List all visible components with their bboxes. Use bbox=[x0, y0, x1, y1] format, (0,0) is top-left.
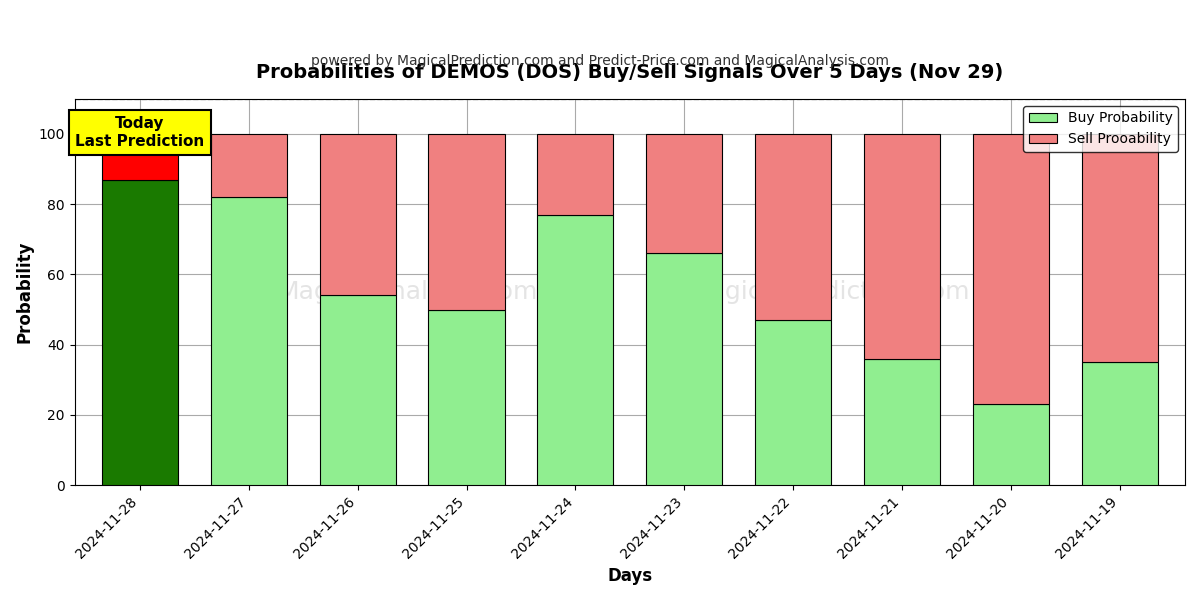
Text: Today
Last Prediction: Today Last Prediction bbox=[76, 116, 204, 149]
Text: MagicalPrediction.com: MagicalPrediction.com bbox=[689, 280, 971, 304]
Bar bbox=[1081, 362, 1158, 485]
Bar bbox=[755, 134, 832, 320]
Title: Probabilities of DEMOS (DOS) Buy/Sell Signals Over 5 Days (Nov 29): Probabilities of DEMOS (DOS) Buy/Sell Si… bbox=[257, 63, 1003, 82]
X-axis label: Days: Days bbox=[607, 567, 653, 585]
Bar bbox=[1081, 134, 1158, 362]
Bar bbox=[864, 134, 940, 359]
Text: powered by MagicalPrediction.com and Predict-Price.com and MagicalAnalysis.com: powered by MagicalPrediction.com and Pre… bbox=[311, 54, 889, 68]
Bar bbox=[864, 359, 940, 485]
Bar bbox=[755, 320, 832, 485]
Bar bbox=[646, 134, 722, 253]
Bar bbox=[538, 134, 613, 215]
Bar bbox=[428, 310, 505, 485]
Bar bbox=[211, 197, 287, 485]
Bar bbox=[319, 134, 396, 295]
Legend: Buy Probability, Sell Prooability: Buy Probability, Sell Prooability bbox=[1024, 106, 1178, 152]
Bar bbox=[973, 134, 1049, 404]
Bar bbox=[102, 134, 178, 179]
Y-axis label: Probability: Probability bbox=[16, 241, 34, 343]
Bar bbox=[102, 179, 178, 485]
Bar bbox=[211, 134, 287, 197]
Bar bbox=[646, 253, 722, 485]
Text: MagicalAnalysis.com: MagicalAnalysis.com bbox=[277, 280, 538, 304]
Bar bbox=[973, 404, 1049, 485]
Bar bbox=[538, 215, 613, 485]
Bar bbox=[428, 134, 505, 310]
Bar bbox=[319, 295, 396, 485]
